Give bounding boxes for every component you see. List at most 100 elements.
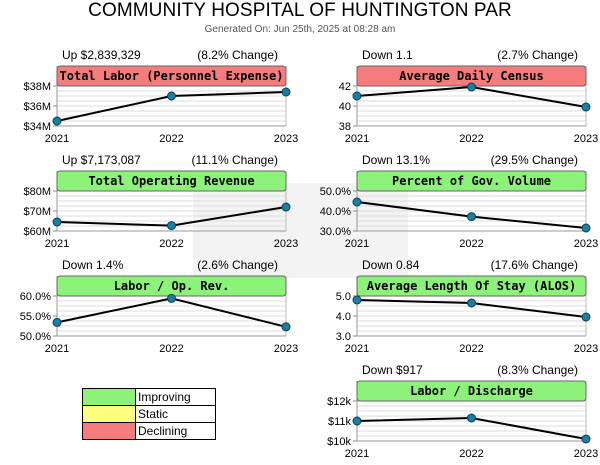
data-point: [352, 295, 362, 305]
x-tick-label: 2022: [159, 133, 183, 145]
y-tick-label: 30.0%: [320, 226, 351, 238]
y-tick-label: 50.0%: [320, 186, 351, 198]
data-point: [167, 91, 176, 101]
chart-title-banner: [356, 380, 587, 402]
chart-title-banner: [56, 170, 287, 192]
chart-average-daily-census: Down 1.1 (2.7% Change) Average Daily Censu…: [339, 48, 598, 145]
data-point: [52, 317, 62, 327]
data-point: [167, 221, 176, 231]
x-tick-label: 2023: [574, 238, 598, 250]
change-amount: Up $7,173,087: [62, 153, 141, 167]
chart-percent-of-gov-volume: Down 13.1% (29.5% Change) Percent of Gov. …: [320, 153, 598, 250]
y-tick-label: 40.0%: [320, 206, 351, 218]
y-tick-label: 40: [339, 101, 351, 113]
x-tick-label: 2021: [45, 238, 69, 250]
change-percent: (8.3% Change): [497, 363, 578, 377]
data-point: [281, 202, 291, 212]
change-percent: (2.7% Change): [497, 48, 578, 62]
change-amount: Down 1.4%: [62, 258, 124, 272]
change-percent: (8.2% Change): [197, 48, 278, 62]
legend-swatch-static: [82, 405, 136, 423]
y-tick-label: 42: [339, 81, 351, 93]
x-tick-label: 2023: [274, 133, 298, 145]
data-point: [467, 413, 476, 423]
change-amount: Down 0.84: [362, 258, 420, 272]
legend-item-declining: Declining: [82, 422, 216, 440]
data-point: [581, 223, 591, 233]
chart-title: Total Operating Revenue: [88, 174, 254, 188]
x-tick-label: 2023: [274, 343, 298, 355]
data-point: [281, 87, 291, 97]
y-tick-label: 38: [339, 121, 351, 133]
y-tick-label: $70M: [23, 206, 51, 218]
data-point: [581, 434, 591, 444]
x-tick-label: 2021: [45, 133, 69, 145]
x-tick-label: 2023: [274, 238, 298, 250]
legend-label-static: Static: [135, 405, 216, 423]
y-tick-label: $10k: [327, 436, 351, 448]
y-tick-label: $60M: [23, 226, 51, 238]
change-percent: (11.1% Change): [192, 153, 279, 167]
change-amount: Down 13.1%: [362, 153, 430, 167]
data-point: [352, 91, 362, 101]
change-percent: (29.5% Change): [491, 153, 578, 167]
legend-label-improving: Improving: [135, 388, 216, 406]
y-tick-label: $80M: [23, 186, 51, 198]
legend-item-improving: Improving: [82, 388, 216, 406]
y-tick-label: 55.0%: [20, 311, 51, 323]
y-tick-label: $11k: [328, 416, 352, 428]
legend-label-declining: Declining: [135, 422, 216, 440]
change-percent: (2.6% Change): [197, 258, 278, 272]
chart-title: Percent of Gov. Volume: [392, 174, 551, 188]
chart-title: Average Length Of Stay (ALOS): [367, 279, 577, 293]
generated-timestamp: Generated On: Jun 25th, 2025 at 08:28 am: [204, 24, 396, 35]
y-tick-label: 5.0: [336, 291, 351, 303]
x-tick-label: 2022: [459, 448, 483, 460]
y-tick-label: 60.0%: [20, 291, 51, 303]
chart-title: Labor / Discharge: [410, 384, 533, 398]
x-tick-label: 2023: [574, 343, 598, 355]
x-tick-label: 2021: [345, 448, 369, 460]
data-point: [52, 217, 62, 227]
data-point: [581, 312, 591, 322]
data-point: [467, 82, 476, 92]
status-legend: Improving Static Declining: [82, 388, 216, 440]
x-tick-label: 2022: [459, 133, 483, 145]
x-tick-label: 2021: [345, 238, 369, 250]
change-amount: Down 1.1: [362, 48, 413, 62]
chart-total-operating-revenue: Up $7,173,087 (11.1% Change) Total Operati…: [23, 153, 298, 250]
y-tick-label: $12k: [327, 396, 351, 408]
x-tick-label: 2022: [159, 343, 183, 355]
report-title: COMMUNITY HOSPITAL OF HUNTINGTON PAR: [88, 0, 512, 21]
x-tick-label: 2023: [574, 448, 598, 460]
chart-title: Total Labor (Personnel Expense): [60, 69, 284, 83]
legend-item-static: Static: [82, 405, 216, 423]
x-tick-label: 2023: [574, 133, 598, 145]
chart-average-length-of-stay-alos: Down 0.84 (17.6% Change) Average Length Of…: [336, 258, 599, 355]
x-tick-label: 2021: [345, 133, 369, 145]
x-tick-label: 2021: [345, 343, 369, 355]
data-point: [167, 293, 176, 303]
chart-labor-discharge: Down $917 (8.3% Change) Labor / Discharge $…: [327, 363, 598, 460]
change-amount: Up $2,839,329: [62, 48, 141, 62]
chart-title: Average Daily Census: [399, 69, 544, 83]
data-point: [281, 322, 291, 332]
x-tick-label: 2022: [159, 238, 183, 250]
data-point: [52, 116, 62, 126]
y-tick-label: $36M: [23, 101, 51, 113]
data-point: [467, 212, 476, 222]
data-point: [581, 102, 591, 112]
x-tick-label: 2021: [45, 343, 69, 355]
data-point: [352, 416, 362, 426]
chart-title: Labor / Op. Rev.: [114, 279, 230, 293]
chart-labor-op-rev: Down 1.4% (2.6% Change) Labor / Op. Rev. 50…: [20, 258, 298, 355]
change-amount: Down $917: [362, 363, 423, 377]
legend-swatch-declining: [82, 422, 136, 440]
chart-title-banner: [356, 170, 587, 192]
change-percent: (17.6% Change): [491, 258, 578, 272]
chart-title-banner: [56, 65, 287, 87]
y-tick-label: 50.0%: [20, 331, 51, 343]
chart-total-labor-personnel-expense: Up $2,839,329 (8.2% Change) Total Labor (P…: [23, 48, 298, 145]
x-tick-label: 2022: [459, 238, 483, 250]
